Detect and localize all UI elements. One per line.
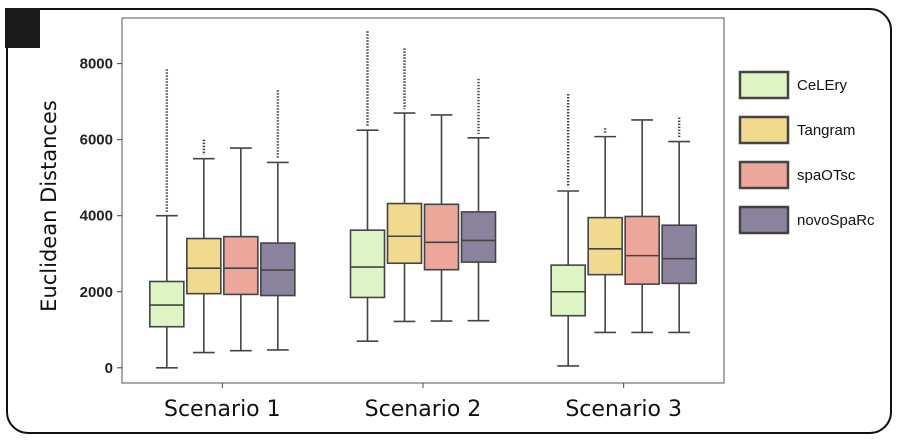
y-tick-label: 4000 <box>80 208 113 225</box>
iqr-box <box>587 216 623 276</box>
legend: CeLEry Tangram spaOTsc novoSpaRc <box>738 70 875 235</box>
legend-label-novosparc: novoSpaRc <box>797 212 875 229</box>
iqr-box <box>186 237 222 295</box>
plot-area <box>121 17 725 384</box>
iqr-box <box>223 235 259 296</box>
iqr-box <box>661 224 697 285</box>
box-tangram-1 <box>186 139 222 354</box>
x-tick-label: Scenario 2 <box>365 397 482 422</box>
box-tangram-3 <box>587 128 623 334</box>
x-axis: Scenario 1 Scenario 2 Scenario 3 <box>164 383 682 422</box>
y-tick-label: 8000 <box>80 56 113 73</box>
corner-marker <box>5 8 40 48</box>
box-celery-1 <box>149 69 185 369</box>
y-tick-label: 6000 <box>80 132 113 149</box>
y-axis: 0 2000 4000 6000 8000 <box>80 56 122 377</box>
y-tick-label: 0 <box>105 360 113 377</box>
legend-swatch-spaotsc <box>738 160 790 190</box>
y-axis-title: Euclidean Distances <box>37 100 61 312</box>
box-celery-3 <box>550 94 586 367</box>
iqr-box <box>460 211 497 263</box>
iqr-box <box>550 264 586 317</box>
legend-label-tangram: Tangram <box>797 122 855 139</box>
box-spaotsc-1 <box>223 147 259 352</box>
legend-swatch-celery <box>738 70 790 100</box>
box-novosparc-3 <box>661 117 697 334</box>
box-celery-2 <box>349 31 386 342</box>
legend-label-spaotsc: spaOTsc <box>797 167 856 184</box>
box-novosparc-2 <box>460 78 497 322</box>
box-tangram-2 <box>386 48 423 323</box>
boxes-layer <box>149 31 697 369</box>
x-tick-label: Scenario 1 <box>164 397 281 422</box>
x-tick-label: Scenario 3 <box>565 397 682 422</box>
legend-swatch-novosparc <box>738 205 790 235</box>
iqr-box <box>386 202 423 265</box>
y-tick-label: 2000 <box>80 284 113 301</box>
box-spaotsc-2 <box>423 114 460 322</box>
iqr-box <box>149 280 185 328</box>
box-novosparc-1 <box>260 90 296 351</box>
legend-swatch-tangram <box>738 115 790 145</box>
legend-label-celery: CeLEry <box>797 77 848 94</box>
iqr-box <box>349 229 386 299</box>
iqr-box <box>624 215 660 285</box>
box-spaotsc-3 <box>624 119 660 334</box>
iqr-box <box>423 203 460 271</box>
